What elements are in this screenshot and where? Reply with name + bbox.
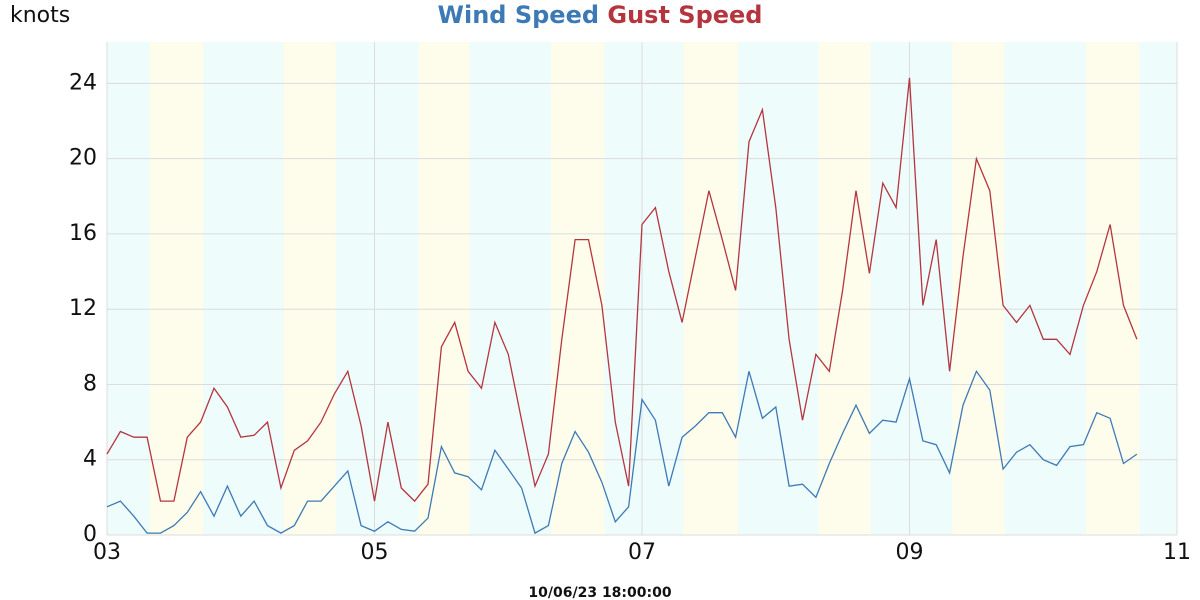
chart-title: Wind Speed Gust Speed (438, 1, 763, 29)
x-tick-label: 05 (361, 540, 389, 565)
band (1086, 42, 1140, 535)
band (551, 42, 605, 535)
band (683, 42, 739, 535)
band (818, 42, 871, 535)
y-tick-label: 24 (69, 70, 97, 95)
series-line (106, 369, 1138, 535)
legend-entry: Wind Speed (438, 1, 600, 29)
band (418, 42, 470, 535)
y-axis-label: knots (10, 3, 70, 28)
y-tick-label: 20 (69, 146, 97, 171)
legend-entry: Gust Speed (607, 1, 762, 29)
x-tick-label: 09 (896, 540, 924, 565)
y-tick-label: 8 (83, 371, 97, 396)
y-tick-label: 16 (69, 221, 97, 246)
x-tick-label: 03 (93, 540, 121, 565)
x-tick-label: 07 (628, 540, 656, 565)
y-tick-label: 12 (69, 296, 97, 321)
band (952, 42, 1005, 535)
series-line (106, 77, 1138, 503)
footer: 10/06/23 18:00:00 (528, 585, 671, 600)
y-tick-label: 4 (83, 447, 97, 472)
x-tick-label: 11 (1163, 540, 1191, 565)
band (149, 42, 204, 535)
y-tick-label: 0 (83, 522, 97, 547)
band (283, 42, 336, 535)
